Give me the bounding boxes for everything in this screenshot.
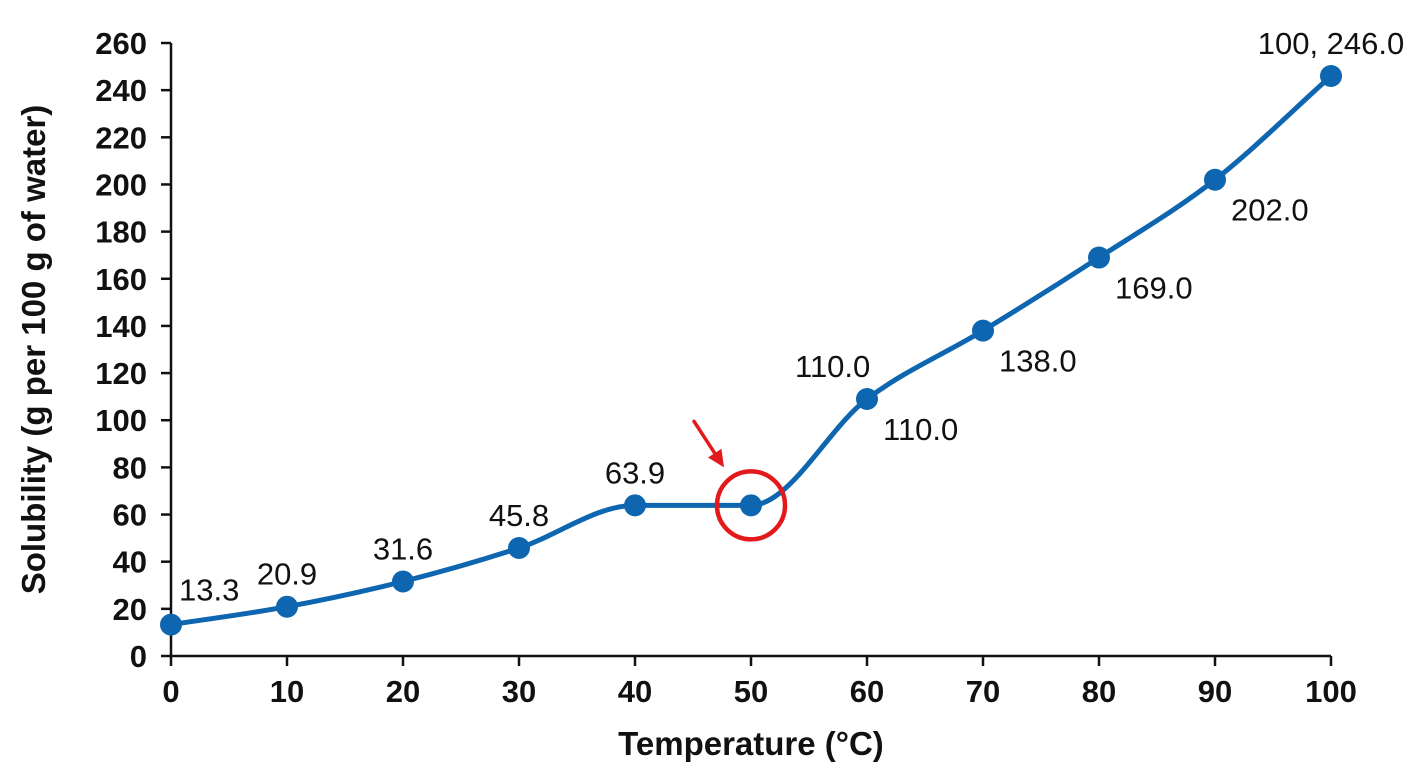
x-tick-label: 100 — [1305, 674, 1357, 709]
data-label: 169.0 — [1115, 271, 1193, 306]
y-tick-label: 160 — [95, 262, 147, 297]
x-tick-label: 10 — [270, 674, 304, 709]
y-tick-label: 120 — [95, 356, 147, 391]
data-label: 45.8 — [489, 498, 549, 533]
y-tick-label: 60 — [113, 498, 147, 533]
x-tick-label: 70 — [966, 674, 1000, 709]
data-label: 13.3 — [179, 573, 239, 608]
series-line — [168, 73, 1334, 628]
y-tick-label: 140 — [95, 309, 147, 344]
data-point — [1204, 168, 1226, 191]
data-label: 63.9 — [605, 455, 665, 490]
x-axis-title: Temperature (°C) — [618, 725, 884, 762]
x-tick-label: 80 — [1082, 674, 1116, 709]
y-axis-title: Solubility (g per 100 g of water) — [15, 105, 52, 595]
annotations-group — [692, 419, 788, 542]
y-tick-label: 100 — [95, 403, 147, 438]
data-label: 110.0 — [883, 412, 958, 447]
y-tick-label: 0 — [130, 639, 147, 674]
y-tick-label: 200 — [95, 167, 147, 202]
x-tick-label: 50 — [734, 674, 768, 709]
x-tick-label: 30 — [502, 674, 536, 709]
x-tick-label: 20 — [386, 674, 420, 709]
data-point — [392, 570, 414, 593]
x-tick-label: 90 — [1198, 674, 1232, 709]
data-label: 110.0 — [795, 349, 870, 384]
data-point — [624, 494, 646, 517]
data-point — [160, 613, 182, 636]
data-point — [276, 595, 298, 618]
x-tick-label: 0 — [162, 674, 179, 709]
y-tick-label: 40 — [113, 545, 147, 580]
y-tick-label: 180 — [95, 215, 147, 250]
labels-group: 13.3 20.9 31.6 45.8 63.9 110.0 110.0 138.0 169.0… — [179, 26, 1404, 608]
data-label: 100, 246.0 — [1258, 26, 1405, 61]
y-tick-label: 240 — [95, 73, 147, 108]
data-point — [1320, 65, 1342, 88]
data-point — [856, 388, 878, 411]
data-label: 20.9 — [257, 557, 317, 592]
data-point — [508, 537, 530, 560]
data-point — [740, 494, 762, 517]
data-point — [972, 319, 994, 342]
y-tick-label: 80 — [113, 450, 147, 485]
data-label: 202.0 — [1231, 193, 1309, 228]
data-label: 138.0 — [999, 344, 1077, 379]
axes-group: 0 20 40 60 80 100 120 140 160 180 200 220 240 260 0 10 2… — [95, 26, 1357, 709]
highlight-circle — [714, 469, 788, 542]
y-tick-label: 20 — [113, 592, 147, 627]
x-tick-label: 40 — [618, 674, 652, 709]
arrow-head-icon — [708, 448, 724, 468]
data-point — [1088, 246, 1110, 269]
y-tick-label: 260 — [95, 26, 147, 61]
marks-group — [160, 65, 1342, 636]
y-tick-label: 220 — [95, 120, 147, 155]
x-tick-label: 60 — [850, 674, 884, 709]
data-label: 31.6 — [373, 531, 433, 566]
